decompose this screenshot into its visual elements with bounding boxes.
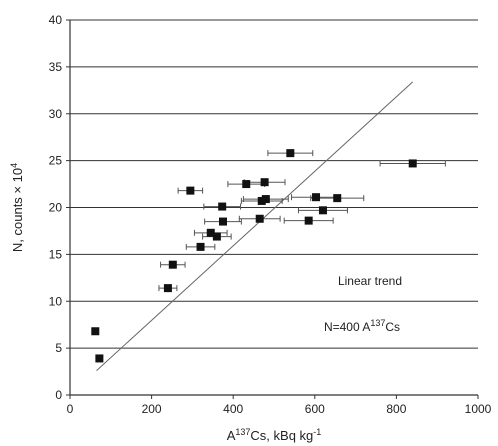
data-point-8 — [218, 202, 227, 211]
data-point-7 — [212, 232, 221, 241]
x-tick-label-800: 800 — [386, 402, 406, 416]
n-annotation-sup: 137 — [370, 318, 385, 328]
x-axis-title-sup2: -1 — [313, 427, 321, 437]
data-point-15 — [286, 149, 295, 158]
data-point-18 — [318, 206, 327, 215]
y-axis-title-pre: N, counts × 10 — [10, 168, 25, 252]
y-tick-label-35: 35 — [49, 60, 63, 74]
data-point-17 — [312, 193, 321, 202]
y-tick-label-15: 15 — [49, 247, 63, 261]
data-point-11 — [255, 214, 264, 223]
data-point-5 — [196, 242, 205, 251]
error-bars — [158, 150, 446, 292]
y-tick-label-30: 30 — [49, 107, 63, 121]
axes — [66, 19, 479, 399]
data-point-4 — [186, 186, 195, 195]
x-axis-title-post: Cs, kBq kg — [250, 428, 313, 443]
trend-line — [96, 81, 414, 371]
grid-lines — [70, 19, 478, 349]
data-point-1 — [95, 354, 104, 363]
data-point-20 — [408, 159, 417, 168]
data-point-2 — [163, 284, 172, 293]
data-points — [91, 149, 417, 363]
n-annotation-post: Cs — [385, 320, 400, 334]
x-axis-title-sup: 137 — [235, 427, 250, 437]
data-point-12 — [257, 196, 266, 205]
x-tick-label-0: 0 — [67, 402, 74, 416]
data-point-6 — [206, 228, 215, 237]
data-point-13 — [260, 178, 269, 187]
x-axis-title: A137Cs, kBq kg-1 — [227, 427, 322, 443]
data-point-19 — [333, 194, 342, 203]
data-point-0 — [91, 327, 100, 336]
x-tick-label-200: 200 — [142, 402, 162, 416]
x-tick-label-1000: 1000 — [465, 402, 492, 416]
y-tick-label-0: 0 — [55, 388, 62, 402]
data-point-9 — [219, 217, 227, 226]
y-axis-title-sup: 4 — [9, 163, 19, 168]
y-tick-label-25: 25 — [49, 154, 63, 168]
y-tick-label-10: 10 — [49, 294, 63, 308]
x-tick-label-600: 600 — [305, 402, 325, 416]
data-point-10 — [242, 180, 251, 189]
y-tick-label-40: 40 — [49, 13, 63, 27]
trend-annotation: Linear trend — [338, 274, 402, 288]
n-annotation: N=400 A137Cs — [324, 318, 400, 334]
x-tick-label-400: 400 — [223, 402, 243, 416]
x-axis-title-pre: A — [227, 428, 236, 443]
data-point-16 — [304, 216, 313, 225]
trend-line-group — [96, 81, 414, 371]
y-axis-title: N, counts × 104 — [9, 163, 25, 252]
data-point-3 — [168, 260, 177, 269]
data-point-14 — [261, 195, 270, 204]
y-tick-label-5: 5 — [55, 341, 62, 355]
n-annotation-pre: N=400 A — [324, 320, 370, 334]
y-tick-label-20: 20 — [49, 201, 63, 215]
